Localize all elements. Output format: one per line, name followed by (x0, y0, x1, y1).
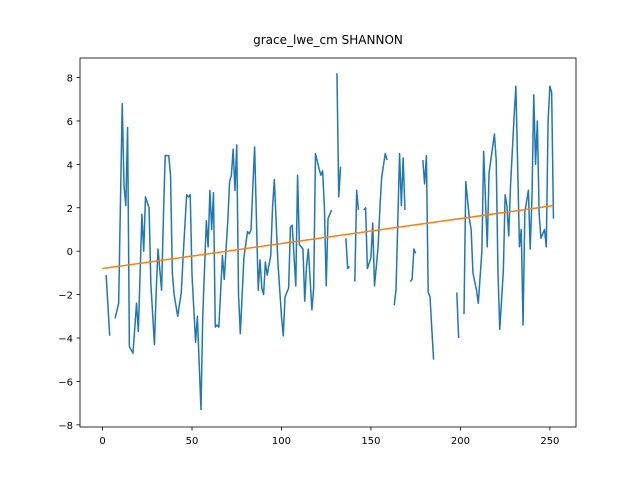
y-tick-label: 0 (67, 247, 73, 258)
data-line (105, 73, 555, 411)
chart-title: grace_lwe_cm SHANNON (253, 33, 403, 47)
y-tick-label: 2 (67, 204, 73, 215)
y-tick-label: −8 (58, 421, 73, 432)
x-tick-label: 200 (451, 436, 470, 447)
x-tick-label: 150 (361, 436, 380, 447)
data-line (102, 204, 554, 270)
y-tick-label: −2 (58, 291, 73, 302)
x-tick-label: 100 (272, 436, 291, 447)
plot-frame (79, 57, 577, 428)
y-tick-label: −6 (58, 377, 73, 388)
y-tick-label: 8 (67, 74, 73, 85)
x-tick-label: 250 (540, 436, 559, 447)
x-tick-label: 50 (186, 436, 199, 447)
y-tick-label: 6 (67, 117, 73, 128)
y-tick-label: −4 (58, 334, 73, 345)
x-tick-label: 0 (99, 436, 105, 447)
y-tick-label: 4 (67, 160, 73, 171)
